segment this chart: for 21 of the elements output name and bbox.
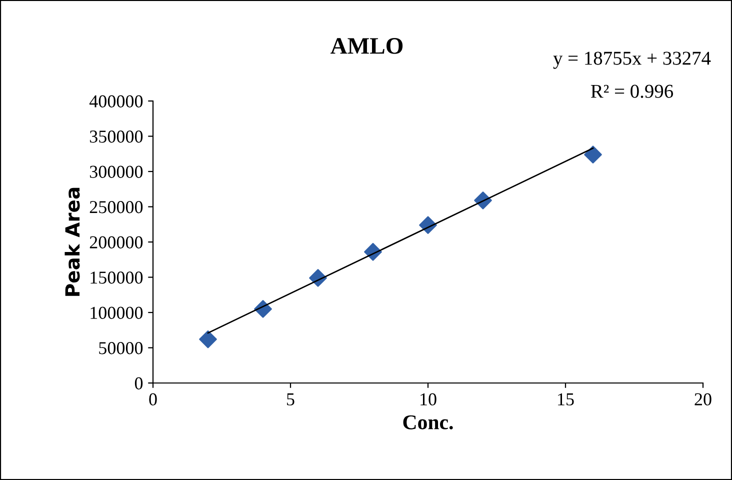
y-tick-label: 250000 [90,201,143,214]
chart-title: AMLO [330,38,403,54]
y-tick-label: 200000 [90,236,143,248]
y-tick-label: 50000 [99,342,143,354]
x-tick-label: 5 [287,393,294,406]
x-tick-label: 15 [558,393,574,406]
y-tick-label: 350000 [90,130,143,143]
y-tick-label: 400000 [89,95,143,108]
x-tick-label: 10 [420,393,436,406]
point [584,146,602,164]
text: R² = 0.996 [590,84,674,98]
y-tick-label: 150000 [90,272,143,284]
x-tick-label: 20 [694,393,712,406]
y-tick-label: 0 [134,377,143,390]
text: y = 18755x + 33274 [553,52,711,69]
y-axis-title: Peak Area [64,188,80,296]
point [199,330,217,348]
x-axis-title: Conc. [403,415,453,430]
y-tick-label: 300000 [90,166,143,178]
x-tick-label: 0 [149,393,157,406]
y-tick-label: 100000 [90,306,143,319]
